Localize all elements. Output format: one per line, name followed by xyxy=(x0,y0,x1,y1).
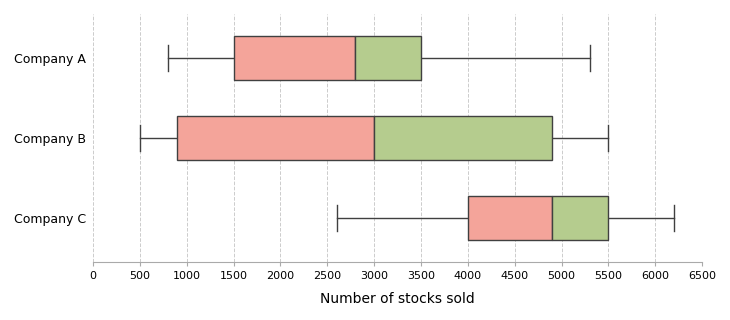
Bar xyxy=(468,196,552,240)
Bar xyxy=(356,36,421,80)
Bar xyxy=(177,116,374,160)
X-axis label: Number of stocks sold: Number of stocks sold xyxy=(320,292,475,306)
Bar xyxy=(234,36,356,80)
Bar xyxy=(374,116,552,160)
Bar xyxy=(552,196,608,240)
